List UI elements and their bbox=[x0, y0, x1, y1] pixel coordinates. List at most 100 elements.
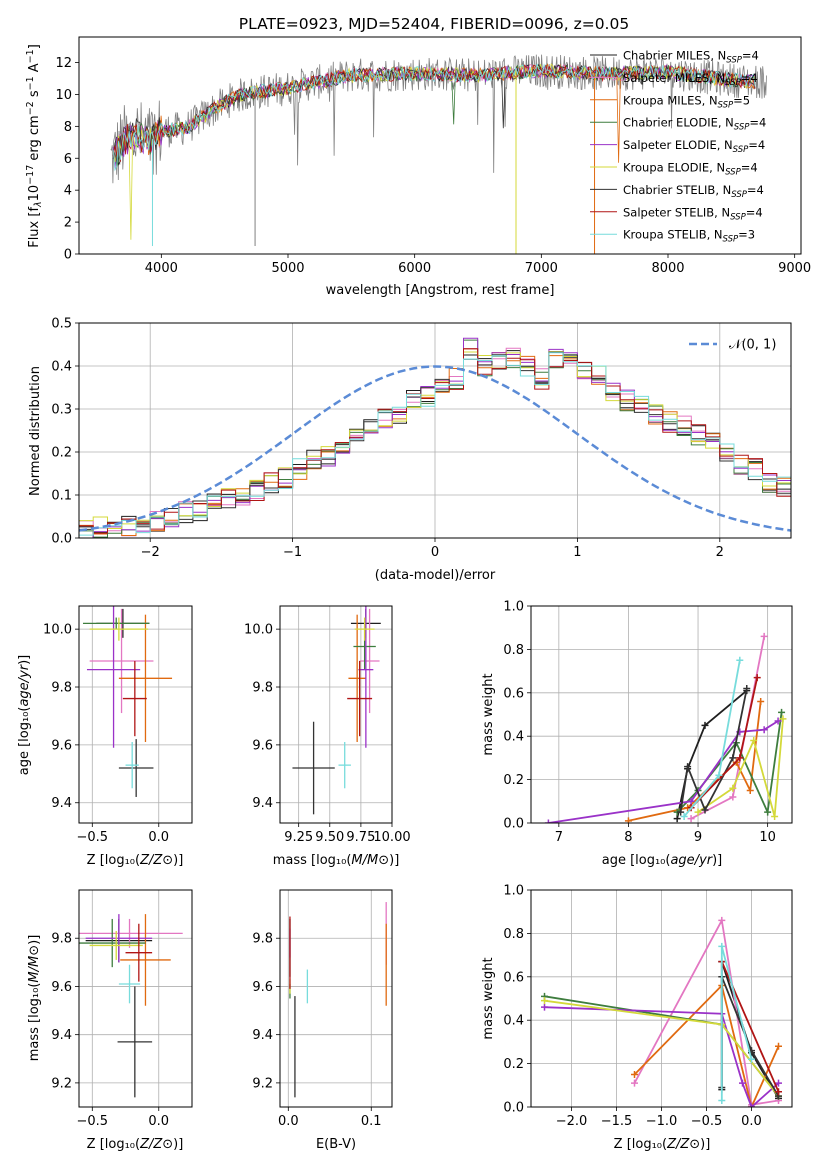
y-tick-label: 10.0 bbox=[244, 623, 273, 638]
y-tick-label: 10 bbox=[55, 88, 72, 103]
y-tick-label: 8 bbox=[64, 120, 72, 135]
y-tick-label: 1.0 bbox=[503, 600, 524, 615]
plot-area-mass_vs_Z bbox=[79, 914, 183, 1098]
model-spectrum-9 bbox=[112, 63, 756, 172]
weight-marker bbox=[687, 815, 695, 823]
legend-label: Kroupa STELIB, NSSP=3 bbox=[623, 228, 755, 245]
y-tick-label: 0.8 bbox=[503, 643, 524, 658]
y-tick-label: 6 bbox=[64, 152, 72, 167]
weight-marker bbox=[624, 817, 632, 823]
weight-marker bbox=[775, 1042, 782, 1050]
weight-marker bbox=[541, 997, 548, 1005]
axes-frame bbox=[78, 889, 193, 1108]
weight-marker bbox=[544, 819, 552, 823]
y-tick-label: 10.0 bbox=[43, 623, 72, 638]
weight-marker bbox=[736, 754, 744, 762]
x-tick-label: 0.0 bbox=[148, 830, 169, 845]
weight-marker bbox=[746, 786, 754, 794]
weight-marker bbox=[701, 806, 709, 814]
x-tick-label: −2 bbox=[141, 545, 160, 560]
x-axis-label: age [log₁₀(age/yr)] bbox=[602, 853, 723, 868]
plot-area-residuals bbox=[79, 337, 791, 538]
axes-frame bbox=[78, 605, 193, 824]
weight-marker bbox=[631, 1070, 638, 1078]
weight-marker bbox=[753, 674, 761, 682]
y-tick-label: 0.3 bbox=[51, 403, 72, 418]
y-tick-label: 0 bbox=[64, 248, 72, 263]
y-tick-label: 9.2 bbox=[51, 1076, 72, 1091]
x-tick-label: 1 bbox=[573, 545, 581, 560]
y-tick-label: 0.2 bbox=[503, 1057, 524, 1072]
y-axis-label: mass weight bbox=[481, 957, 496, 1039]
legend-label: Kroupa ELODIE, NSSP=4 bbox=[623, 161, 758, 178]
weight-marker bbox=[743, 684, 751, 692]
axes-spectrum: 4000 5000 6000 7000 8000 9000 0 2 4 6 8 10 12 wavelen… bbox=[25, 36, 811, 298]
weight-marker bbox=[775, 1079, 782, 1087]
weight-marker bbox=[757, 697, 765, 705]
x-tick-label: 2 bbox=[716, 545, 724, 560]
x-tick-label: 9 bbox=[694, 830, 702, 845]
x-axis-label: mass [log₁₀(M/M⊙)] bbox=[273, 853, 400, 868]
y-tick-label: 0.4 bbox=[503, 1014, 524, 1029]
x-axis-label: (data-model)/error bbox=[375, 568, 496, 583]
weight-marker bbox=[778, 708, 786, 716]
x-axis-label: Z [log₁₀(Z/Z⊙)] bbox=[87, 853, 184, 868]
x-tick-label: −1 bbox=[283, 545, 302, 560]
model-spectrum-8 bbox=[112, 64, 756, 163]
x-tick-label: −2.0 bbox=[556, 1114, 588, 1129]
y-tick-label: 9.6 bbox=[252, 980, 273, 995]
x-tick-label: 0 bbox=[431, 545, 439, 560]
x-tick-label: 0.0 bbox=[148, 1114, 169, 1129]
weight-marker bbox=[748, 1055, 755, 1063]
weight-marker bbox=[677, 808, 685, 816]
weight-marker bbox=[541, 1003, 548, 1011]
legend-label: Kroupa MILES, NSSP=5 bbox=[623, 93, 750, 110]
weight-marker bbox=[715, 771, 723, 779]
weight-marker bbox=[718, 1096, 726, 1104]
y-axis-label: mass weight bbox=[481, 673, 496, 755]
y-tick-label: 0.4 bbox=[503, 730, 524, 745]
legend-label: Salpeter STELIB, NSSP=4 bbox=[623, 205, 763, 222]
y-tick-label: 9.8 bbox=[252, 681, 273, 696]
weight-marker bbox=[729, 793, 737, 801]
axes-frame bbox=[279, 889, 393, 1108]
weight-marker bbox=[684, 763, 692, 771]
weight-marker bbox=[701, 721, 709, 729]
x-tick-label: 10.00 bbox=[373, 830, 410, 845]
weight-line-3 bbox=[633, 983, 780, 1107]
legend-label: Salpeter ELODIE, NSSP=4 bbox=[623, 138, 765, 155]
legend: Chabrier MILES, NSSP=4 Salpeter MILES, NS… bbox=[590, 49, 766, 245]
x-tick-label: 0.1 bbox=[361, 1114, 382, 1129]
plot-area-age_vs_Z bbox=[82, 606, 173, 797]
y-tick-label: 0.2 bbox=[51, 446, 72, 461]
x-tick-label: −1.0 bbox=[646, 1114, 678, 1129]
weight-marker bbox=[748, 1103, 755, 1107]
y-tick-label: 0.0 bbox=[51, 532, 72, 547]
y-tick-label: 2 bbox=[64, 216, 72, 231]
normal-curve bbox=[79, 365, 791, 532]
x-tick-label: 9.50 bbox=[315, 830, 344, 845]
plot-area-spectrum bbox=[110, 54, 767, 254]
y-tick-label: 9.8 bbox=[252, 932, 273, 947]
y-tick-label: 0.2 bbox=[503, 773, 524, 788]
y-tick-label: 9.2 bbox=[252, 1076, 273, 1091]
x-tick-label: 7 bbox=[555, 830, 563, 845]
axes-weight_vs_Z: −2.0 −1.5 −1.0 −0.5 0.0 0.0 0.2 0.4 0.6 0.8 1.0 mas… bbox=[481, 884, 793, 1152]
y-tick-label: 9.8 bbox=[51, 681, 72, 696]
weight-marker bbox=[739, 1079, 746, 1087]
x-tick-label: 0.0 bbox=[741, 1114, 762, 1129]
weight-marker bbox=[771, 812, 779, 820]
axes-mass_vs_EBV: 0.0 0.1 9.2 9.4 9.6 9.8 E(B-V) bbox=[252, 889, 393, 1152]
y-tick-label: 9.4 bbox=[51, 796, 72, 811]
weight-marker bbox=[764, 808, 772, 816]
y-tick-label: 9.6 bbox=[51, 980, 72, 995]
x-tick-label: −0.5 bbox=[77, 830, 109, 845]
y-tick-label: 0.8 bbox=[503, 927, 524, 942]
weight-marker bbox=[631, 1079, 638, 1087]
plot-area-mass_vs_EBV bbox=[289, 902, 387, 1098]
axes-weight_vs_age: 7 8 9 10 0.0 0.2 0.4 0.6 0.8 1.0 mass weight age [l… bbox=[481, 600, 793, 868]
weight-marker bbox=[673, 815, 681, 823]
plot-area-age_vs_mass bbox=[292, 606, 381, 815]
weight-marker bbox=[694, 808, 702, 816]
